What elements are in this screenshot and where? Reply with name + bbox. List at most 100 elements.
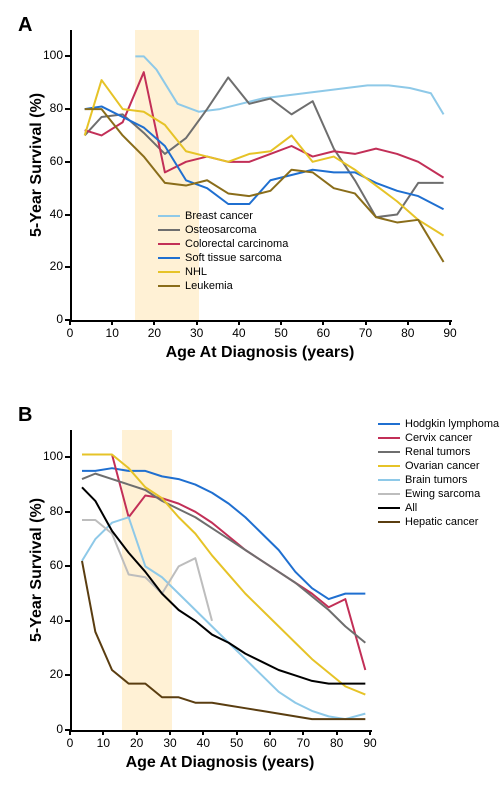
x-tick-mark <box>236 730 238 735</box>
y-tick-mark <box>65 161 70 163</box>
legend-item: Ovarian cancer <box>378 460 499 472</box>
legend-swatch <box>158 229 180 231</box>
series-line <box>112 455 365 670</box>
legend-swatch <box>378 493 400 495</box>
series-line <box>82 487 365 683</box>
x-tick-label: 10 <box>91 736 115 750</box>
legend-text: Hepatic cancer <box>405 516 478 528</box>
x-tick-mark <box>69 730 71 735</box>
legend-item: Brain tumors <box>378 474 499 486</box>
legend-item: Renal tumors <box>378 446 499 458</box>
y-tick-mark <box>65 511 70 513</box>
series-line <box>82 520 212 621</box>
y-tick-label: 20 <box>35 259 63 273</box>
x-tick-label: 80 <box>396 326 420 340</box>
legend-swatch <box>378 479 400 481</box>
x-tick-mark <box>238 320 240 325</box>
x-tick-label: 0 <box>58 736 82 750</box>
y-tick-mark <box>65 55 70 57</box>
legend-text: Leukemia <box>185 280 233 292</box>
legend-swatch <box>158 257 180 259</box>
x-tick-label: 40 <box>227 326 251 340</box>
x-tick-mark <box>169 730 171 735</box>
y-tick-mark <box>65 456 70 458</box>
y-tick-label: 40 <box>35 207 63 221</box>
panel-b-legend: Hodgkin lymphoma Cervix cancer Renal tumor… <box>378 418 499 530</box>
y-tick-label: 0 <box>35 722 63 736</box>
series-line <box>82 455 365 695</box>
legend-text: Renal tumors <box>405 446 470 458</box>
legend-text: Hodgkin lymphoma <box>405 418 499 430</box>
series-line <box>135 56 443 114</box>
y-tick-label: 0 <box>35 312 63 326</box>
legend-item: Colorectal carcinoma <box>158 238 288 250</box>
legend-item: Ewing sarcoma <box>378 488 499 500</box>
legend-item: Cervix cancer <box>378 432 499 444</box>
legend-swatch <box>378 451 400 453</box>
legend-swatch <box>378 521 400 523</box>
x-tick-mark <box>365 320 367 325</box>
x-tick-mark <box>449 320 451 325</box>
x-tick-mark <box>269 730 271 735</box>
x-tick-label: 50 <box>225 736 249 750</box>
legend-swatch <box>158 271 180 273</box>
panel-a-xlabel: Age At Diagnosis (years) <box>70 344 450 362</box>
y-tick-label: 80 <box>35 101 63 115</box>
legend-text: Colorectal carcinoma <box>185 238 288 250</box>
x-tick-label: 30 <box>158 736 182 750</box>
x-tick-mark <box>336 730 338 735</box>
x-tick-label: 60 <box>258 736 282 750</box>
legend-item: Osteosarcoma <box>158 224 288 236</box>
y-tick-mark <box>65 620 70 622</box>
x-tick-mark <box>302 730 304 735</box>
y-tick-label: 60 <box>35 558 63 572</box>
legend-item: Leukemia <box>158 280 288 292</box>
y-tick-mark <box>65 108 70 110</box>
legend-swatch <box>378 465 400 467</box>
legend-item: Soft tissue sarcoma <box>158 252 288 264</box>
panel-a-label: A <box>18 14 32 37</box>
x-tick-mark <box>202 730 204 735</box>
y-tick-mark <box>65 565 70 567</box>
y-tick-label: 40 <box>35 613 63 627</box>
panel-b-xlabel: Age At Diagnosis (years) <box>70 754 370 772</box>
legend-item: Breast cancer <box>158 210 288 222</box>
x-tick-mark <box>407 320 409 325</box>
figure: A 5-Year Survival (%) Age At Diagnosis (… <box>0 0 500 808</box>
x-tick-label: 20 <box>142 326 166 340</box>
x-tick-label: 30 <box>185 326 209 340</box>
legend-swatch <box>378 437 400 439</box>
legend-text: Ewing sarcoma <box>405 488 480 500</box>
legend-swatch <box>158 243 180 245</box>
legend-swatch <box>378 507 400 509</box>
x-tick-label: 60 <box>311 326 335 340</box>
x-tick-mark <box>102 730 104 735</box>
x-tick-label: 0 <box>58 326 82 340</box>
y-tick-mark <box>65 214 70 216</box>
legend-swatch <box>158 215 180 217</box>
y-tick-mark <box>65 266 70 268</box>
panel-b-plot <box>70 430 372 732</box>
panel-b-lines <box>72 430 372 730</box>
legend-swatch <box>158 285 180 287</box>
x-tick-label: 90 <box>438 326 462 340</box>
x-tick-label: 50 <box>269 326 293 340</box>
x-tick-label: 10 <box>100 326 124 340</box>
legend-swatch <box>378 423 400 425</box>
legend-text: Ovarian cancer <box>405 460 480 472</box>
legend-text: Cervix cancer <box>405 432 472 444</box>
legend-item: Hepatic cancer <box>378 516 499 528</box>
x-tick-label: 20 <box>125 736 149 750</box>
series-line <box>82 468 365 599</box>
panel-b-label: B <box>18 404 32 427</box>
legend-text: Soft tissue sarcoma <box>185 252 282 264</box>
x-tick-mark <box>69 320 71 325</box>
series-line <box>85 106 444 209</box>
x-tick-mark <box>280 320 282 325</box>
legend-text: Breast cancer <box>185 210 253 222</box>
legend-item: NHL <box>158 266 288 278</box>
panel-a-legend: Breast cancer Osteosarcoma Colorectal carc… <box>158 210 288 294</box>
x-tick-label: 40 <box>191 736 215 750</box>
y-tick-label: 60 <box>35 154 63 168</box>
x-tick-mark <box>136 730 138 735</box>
